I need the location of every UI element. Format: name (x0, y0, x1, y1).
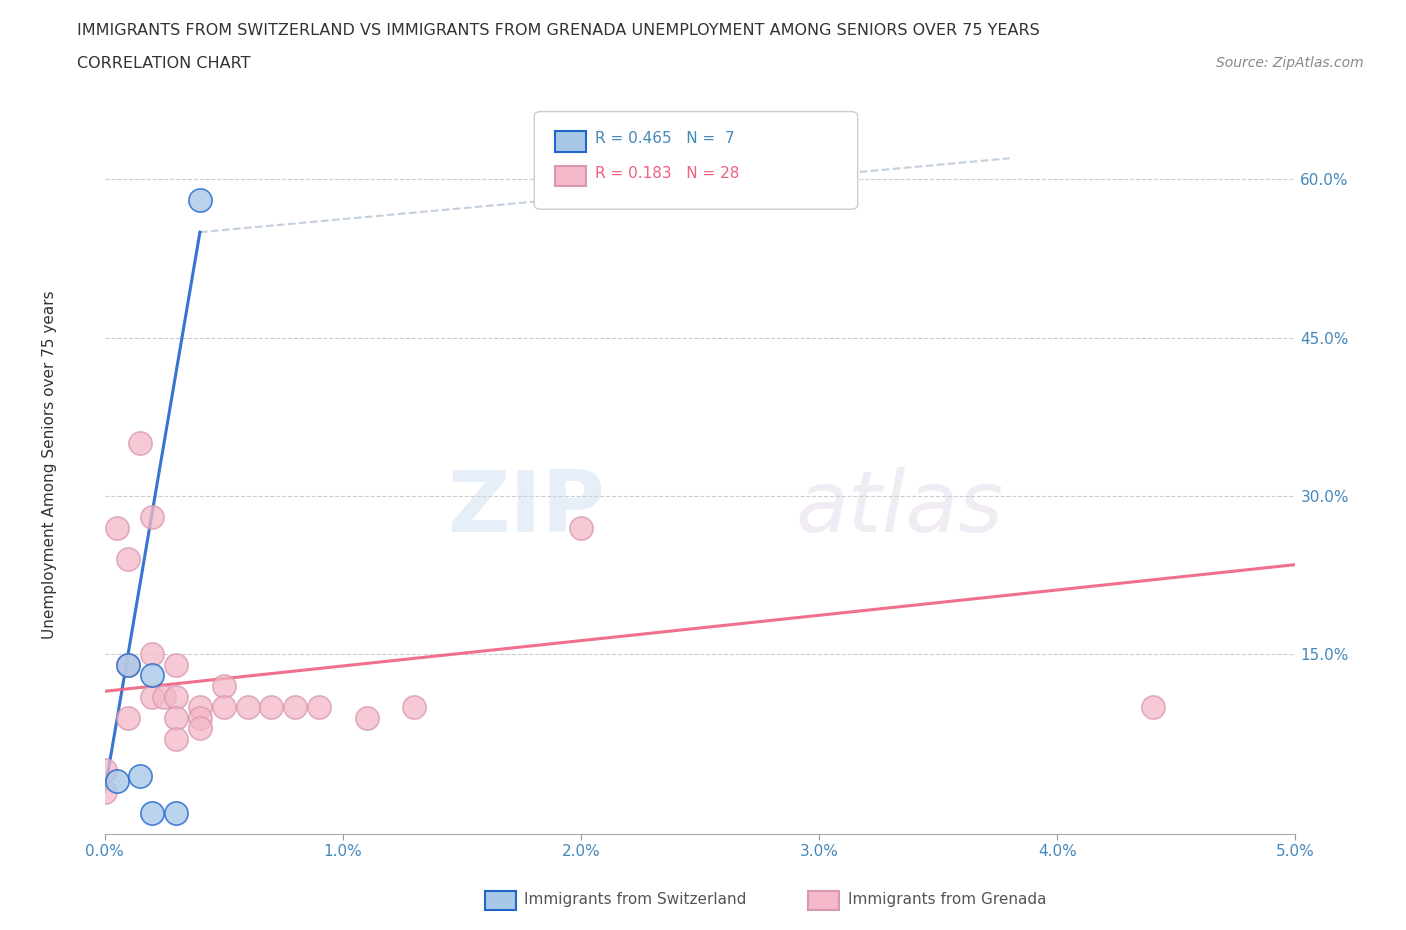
Text: ZIP: ZIP (447, 467, 605, 550)
Point (212, 699, 235, 714)
Point (117, 658, 139, 672)
Point (188, 711, 211, 725)
Point (141, 668, 163, 683)
Point (404, 699, 426, 714)
Point (188, 699, 211, 714)
Point (117, 658, 139, 672)
Point (165, 689, 187, 704)
Point (93, 763, 115, 777)
Point (284, 699, 307, 714)
Point (129, 436, 152, 451)
Text: Immigrants from Switzerland: Immigrants from Switzerland (524, 892, 747, 907)
Point (141, 510, 163, 525)
Point (1142, 699, 1164, 714)
Point (260, 699, 283, 714)
Point (105, 520, 128, 535)
Text: Source: ZipAtlas.com: Source: ZipAtlas.com (1216, 56, 1364, 70)
Point (356, 711, 378, 725)
Point (141, 647, 163, 662)
Text: Unemployment Among Seniors over 75 years: Unemployment Among Seniors over 75 years (42, 291, 56, 639)
Text: CORRELATION CHART: CORRELATION CHART (77, 56, 250, 71)
Point (188, 193, 211, 208)
Point (236, 699, 259, 714)
Point (165, 658, 187, 672)
Point (105, 774, 128, 789)
Point (117, 551, 139, 566)
Point (212, 679, 235, 694)
Text: R = 0.183   N = 28: R = 0.183 N = 28 (595, 166, 740, 180)
Text: Immigrants from Grenada: Immigrants from Grenada (848, 892, 1046, 907)
Point (93, 784, 115, 799)
Point (141, 689, 163, 704)
Text: R = 0.465   N =  7: R = 0.465 N = 7 (595, 131, 734, 146)
Point (569, 520, 592, 535)
Point (141, 805, 163, 820)
Point (153, 689, 176, 704)
Point (308, 699, 330, 714)
Text: atlas: atlas (796, 467, 1004, 550)
Point (188, 721, 211, 736)
Point (129, 768, 152, 783)
Point (165, 731, 187, 746)
Point (165, 711, 187, 725)
Point (165, 805, 187, 820)
Point (117, 711, 139, 725)
Text: IMMIGRANTS FROM SWITZERLAND VS IMMIGRANTS FROM GRENADA UNEMPLOYMENT AMONG SENIOR: IMMIGRANTS FROM SWITZERLAND VS IMMIGRANT… (77, 23, 1040, 38)
